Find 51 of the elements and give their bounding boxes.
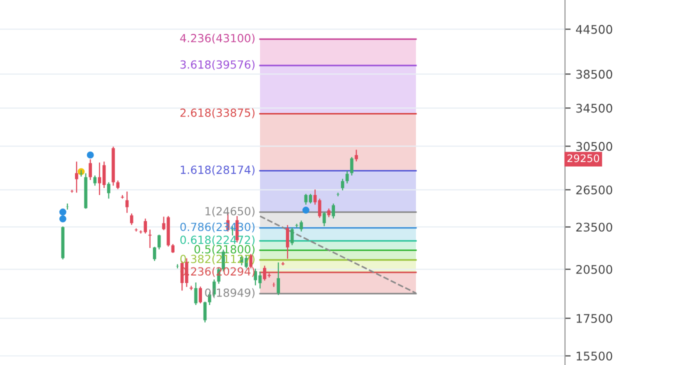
y-tick-label: 30500 bbox=[576, 142, 612, 151]
candlestick bbox=[98, 162, 102, 196]
annotation: 29250 bbox=[567, 154, 600, 162]
candlestick bbox=[148, 230, 152, 248]
candlestick bbox=[158, 234, 161, 250]
candlestick bbox=[340, 178, 344, 190]
ref-line-label: 0.618(22472) bbox=[180, 235, 254, 246]
ref-line-label: 1(24650) bbox=[206, 206, 254, 217]
y-tick-label: 20500 bbox=[576, 265, 612, 274]
candlestick bbox=[190, 286, 193, 290]
y-tick-label: 34500 bbox=[576, 104, 612, 113]
ref-line-label: 4.236(43100) bbox=[180, 34, 254, 44]
candlestick bbox=[203, 302, 207, 322]
candlestick bbox=[152, 246, 156, 261]
candlestick bbox=[134, 228, 138, 232]
candlestick bbox=[107, 182, 110, 199]
y-tick-label: 17500 bbox=[576, 314, 612, 323]
candlestick bbox=[290, 228, 294, 246]
candlestick bbox=[194, 282, 198, 305]
candlestick bbox=[80, 170, 83, 177]
y-tick-label: 26500 bbox=[576, 185, 612, 194]
ref-line-label: 3.618(39576) bbox=[180, 60, 254, 70]
ref-line-label: 0.5(21800) bbox=[194, 244, 254, 255]
candlestick bbox=[125, 192, 129, 213]
y-tick-label: 38500 bbox=[576, 70, 612, 79]
candlestick bbox=[276, 262, 280, 295]
candlestick bbox=[93, 175, 97, 186]
candlestick bbox=[336, 192, 340, 196]
candlestick bbox=[88, 159, 92, 180]
candlestick bbox=[346, 171, 349, 184]
candlestick bbox=[258, 272, 262, 289]
candlestick bbox=[176, 264, 180, 268]
ref-line-label: 1.618(28174) bbox=[180, 165, 254, 176]
candlestick bbox=[66, 204, 70, 210]
candlestick bbox=[354, 150, 358, 162]
candlestick bbox=[198, 286, 202, 304]
y-tick-label: 23500 bbox=[576, 222, 612, 232]
candlestick bbox=[286, 225, 290, 259]
y-tick-label: 15500 bbox=[576, 352, 612, 361]
candlestick bbox=[332, 204, 336, 218]
candlestick bbox=[350, 157, 354, 176]
candlestick bbox=[281, 262, 285, 266]
candlestick bbox=[322, 212, 326, 226]
point bbox=[59, 215, 66, 222]
point bbox=[59, 208, 66, 216]
y-tick-label: 44500 bbox=[576, 24, 612, 34]
point bbox=[302, 206, 310, 214]
ref-line-label: 2.618(33875) bbox=[180, 108, 254, 118]
candlestick bbox=[70, 190, 74, 193]
point bbox=[86, 151, 94, 158]
candlestick bbox=[74, 162, 78, 193]
